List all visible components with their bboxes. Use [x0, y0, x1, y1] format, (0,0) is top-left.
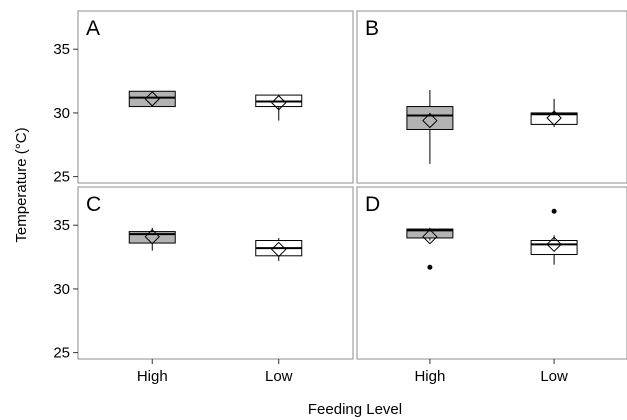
y-tick-label: 30	[53, 281, 70, 298]
box-low	[530, 208, 578, 265]
x-tick-label: Low	[265, 368, 293, 385]
mean-marker	[546, 110, 562, 126]
box-high	[406, 89, 454, 164]
y-tick-label: 25	[53, 169, 70, 186]
panel-frame	[356, 10, 627, 184]
panel-grid: A 25 30 35 B C 25 30 35 High Low D High Low	[53, 10, 627, 385]
box-body	[128, 90, 176, 108]
panel-label: B	[365, 17, 379, 40]
x-axis-title: Feeding Level	[308, 401, 402, 418]
panel-d: D High Low	[356, 186, 627, 385]
box-body	[530, 240, 578, 256]
y-tick-label: 35	[53, 41, 70, 58]
box-body	[406, 106, 454, 130]
panel-label: C	[86, 193, 101, 216]
y-tick-label: 35	[53, 217, 70, 234]
panel-frame	[356, 186, 627, 360]
panel-a: A 25 30 35	[53, 10, 354, 186]
panel-b: B	[356, 10, 627, 184]
x-tick-label: High	[137, 368, 168, 385]
box-high	[128, 227, 176, 251]
mean-marker	[144, 91, 160, 107]
y-tick-label: 30	[53, 105, 70, 122]
box-low	[255, 94, 303, 121]
mean-marker	[271, 241, 287, 258]
outlier-point	[551, 208, 557, 214]
x-tick-label: High	[414, 368, 445, 385]
mean-marker	[546, 236, 562, 253]
box-low	[530, 98, 578, 127]
mean-marker	[422, 228, 438, 245]
panel-frame	[77, 186, 354, 360]
mean-marker	[271, 95, 287, 111]
y-tick-label: 25	[53, 345, 70, 362]
box-high	[406, 227, 454, 270]
x-tick-label: Low	[540, 368, 568, 385]
panel-c: C 25 30 35 High Low	[53, 186, 354, 385]
outlier-point	[427, 264, 433, 270]
box-low	[255, 237, 303, 261]
mean-marker	[422, 112, 438, 129]
panel-label: A	[86, 17, 100, 40]
panel-frame	[77, 10, 354, 184]
y-axis-title: Temperature (°C)	[13, 127, 30, 242]
panel-label: D	[365, 193, 380, 216]
box-high	[128, 90, 176, 108]
mean-marker	[144, 228, 160, 245]
